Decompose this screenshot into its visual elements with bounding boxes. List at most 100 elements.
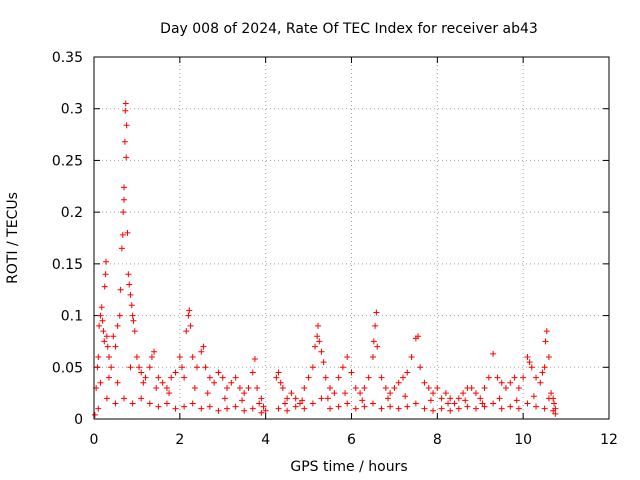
data-point xyxy=(275,369,282,376)
data-point xyxy=(277,379,284,386)
data-point xyxy=(438,395,445,402)
data-point xyxy=(146,400,153,407)
data-point xyxy=(387,403,394,410)
data-point xyxy=(114,322,121,329)
x-tick-label: 8 xyxy=(433,432,442,448)
data-point xyxy=(318,348,325,355)
data-point xyxy=(189,400,196,407)
data-point xyxy=(490,400,497,407)
data-point xyxy=(320,359,327,366)
data-point xyxy=(284,395,291,402)
data-point xyxy=(97,312,104,319)
data-point xyxy=(361,403,368,410)
data-point xyxy=(183,328,190,335)
data-point xyxy=(91,411,98,418)
data-point xyxy=(378,374,385,381)
data-point xyxy=(112,400,119,407)
data-point xyxy=(241,390,248,397)
data-point xyxy=(524,353,531,360)
data-point xyxy=(370,338,377,345)
data-point xyxy=(127,364,134,371)
data-point xyxy=(163,384,170,391)
data-point xyxy=(543,328,550,335)
data-point xyxy=(327,384,334,391)
data-point xyxy=(142,374,149,381)
data-point xyxy=(348,369,355,376)
data-point xyxy=(121,196,128,203)
data-point xyxy=(335,403,342,410)
data-point xyxy=(464,403,471,410)
data-point xyxy=(541,364,548,371)
data-point xyxy=(206,374,213,381)
data-point xyxy=(131,328,138,335)
data-point xyxy=(189,353,196,360)
data-point xyxy=(121,395,128,402)
data-point xyxy=(530,393,537,400)
data-point xyxy=(548,390,555,397)
data-point xyxy=(312,343,319,350)
data-point xyxy=(251,356,258,363)
data-point xyxy=(97,379,104,386)
data-point xyxy=(365,374,372,381)
x-tick-label: 10 xyxy=(514,432,532,448)
data-point xyxy=(451,400,458,407)
data-point xyxy=(477,395,484,402)
data-point xyxy=(172,405,179,412)
data-point xyxy=(108,364,115,371)
data-point xyxy=(507,379,514,386)
data-point xyxy=(359,397,366,404)
data-point xyxy=(455,405,462,412)
data-point xyxy=(284,407,291,414)
data-point xyxy=(101,283,108,290)
data-point xyxy=(224,384,231,391)
data-point xyxy=(318,395,325,402)
data-point xyxy=(387,390,394,397)
data-point xyxy=(314,333,321,340)
y-tick-label: 0 xyxy=(74,412,83,428)
data-point xyxy=(129,400,136,407)
chart-title: Day 008 of 2024, Rate Of TEC Index for r… xyxy=(160,21,538,37)
data-point xyxy=(232,403,239,410)
data-point xyxy=(101,338,108,345)
data-point xyxy=(119,231,126,238)
data-point xyxy=(430,407,437,414)
data-point xyxy=(249,369,256,376)
data-point xyxy=(95,353,102,360)
data-point xyxy=(412,400,419,407)
data-point xyxy=(202,364,209,371)
data-point xyxy=(382,384,389,391)
data-point xyxy=(369,400,376,407)
data-point xyxy=(542,338,549,345)
data-point xyxy=(166,390,173,397)
data-point xyxy=(99,317,106,324)
data-point xyxy=(327,405,334,412)
data-point xyxy=(138,369,145,376)
data-point xyxy=(344,353,351,360)
data-point xyxy=(533,374,540,381)
data-point xyxy=(130,317,137,324)
data-point xyxy=(98,304,105,311)
x-tick-label: 2 xyxy=(175,432,184,448)
data-point xyxy=(178,364,185,371)
data-point xyxy=(187,322,194,329)
data-point xyxy=(324,395,331,402)
data-point xyxy=(421,379,428,386)
data-point xyxy=(155,403,162,410)
data-point xyxy=(520,374,527,381)
data-point xyxy=(118,245,125,252)
data-point xyxy=(104,343,111,350)
data-point xyxy=(301,405,308,412)
x-tick-labels: 0 2 4 6 8 10 12 xyxy=(90,432,618,448)
data-point xyxy=(241,407,248,414)
data-point xyxy=(258,395,265,402)
y-tick-label: 0.15 xyxy=(52,257,83,273)
data-point xyxy=(103,333,110,340)
data-point xyxy=(260,403,267,410)
data-point xyxy=(507,403,514,410)
x-tick-label: 4 xyxy=(261,432,270,448)
data-point xyxy=(140,379,147,386)
data-point xyxy=(146,364,153,371)
data-point xyxy=(297,400,303,407)
data-point xyxy=(545,353,552,360)
